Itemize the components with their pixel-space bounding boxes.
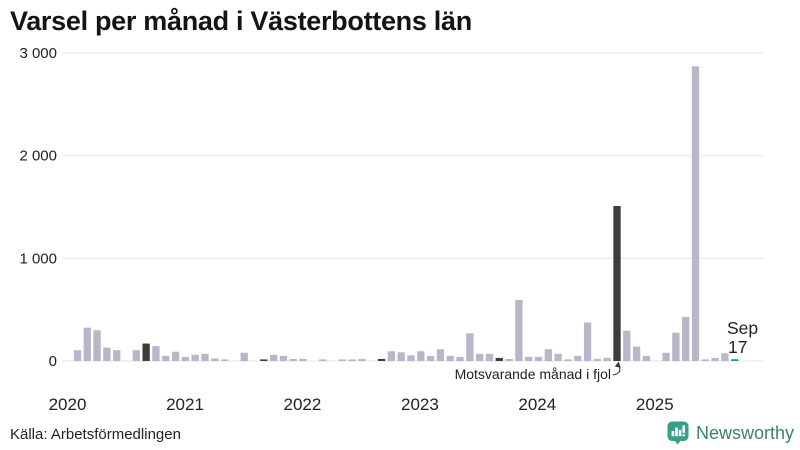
x-tick-2022: 2022 — [283, 395, 321, 414]
bar-2024-Aug — [603, 357, 611, 361]
bar-2024-Jan — [534, 356, 543, 361]
bar-2021-Jan — [181, 356, 190, 361]
x-tick-2021: 2021 — [166, 395, 204, 414]
bar-2022-Dec — [407, 355, 415, 361]
bar-2023-Dec — [525, 356, 533, 361]
bar-2023-Aug — [485, 353, 494, 361]
bar-2023-Jul — [476, 353, 484, 361]
bar-2020-Okt — [152, 346, 160, 361]
bar-2025-Jun — [701, 359, 709, 361]
bar-2021-Jul — [240, 352, 248, 361]
x-tick-2023: 2023 — [401, 395, 439, 414]
y-axis: 0 1 000 2 000 3 000 — [19, 45, 57, 370]
bar-2020-Aug — [132, 350, 140, 361]
bar-2021-Nov — [279, 355, 288, 361]
latest-month-label: Sep — [727, 318, 758, 338]
x-tick-2025: 2025 — [636, 395, 674, 414]
bar-2024-Okt — [623, 330, 631, 361]
bar-2023-Okt — [505, 358, 513, 361]
brand-name: Newsworthy — [695, 422, 794, 443]
bar-2022-Sep — [377, 358, 386, 361]
newsworthy-logo-icon — [667, 421, 689, 445]
bar-2022-Jul — [358, 358, 366, 361]
bar-2021-Maj — [220, 359, 229, 361]
y-tick-0: 0 — [49, 353, 57, 370]
bar-2024-Maj — [574, 355, 582, 361]
bar-2020-Feb — [73, 350, 82, 361]
fjol-arrowhead-icon — [614, 361, 621, 368]
latest-point-label: Sep 17 — [727, 318, 758, 357]
bar-2024-Nov — [632, 346, 641, 361]
bar-2025-Feb — [662, 352, 670, 361]
bar-2020-Jun — [113, 350, 121, 361]
bar-2023-Jun — [466, 333, 474, 361]
bar-2020-Nov — [162, 355, 170, 361]
bar-2023-Nov — [515, 299, 523, 361]
bar-2020-Sep — [142, 343, 150, 361]
bar-2025-Apr — [682, 316, 690, 361]
bar-2021-Dec — [289, 358, 297, 361]
bar-2024-Jul — [593, 358, 602, 361]
bar-2024-Apr — [564, 359, 572, 361]
x-axis: 2020 2021 2022 2023 2024 2025 — [49, 395, 674, 414]
bar-2024-Dec — [642, 355, 651, 361]
bar-2022-Maj — [338, 359, 346, 361]
bar-2021-Okt — [270, 354, 278, 361]
bar-2025-Jul — [711, 357, 719, 361]
bar-2023-Sep — [495, 357, 503, 361]
bar-2024-Mar — [554, 353, 562, 361]
bar-2021-Mar — [201, 353, 209, 361]
source-credit: Källa: Arbetsförmedlingen — [10, 426, 181, 443]
bar-2022-Okt — [387, 351, 396, 361]
y-tick-3000: 3 000 — [19, 45, 57, 62]
chart-title: Varsel per månad i Västerbottens län — [10, 6, 472, 36]
bar-2023-Apr — [446, 355, 454, 361]
latest-value-label: 17 — [728, 337, 747, 357]
bar-2021-Feb — [191, 354, 199, 361]
x-tick-2020: 2020 — [49, 395, 87, 414]
bar-2024-Sep — [613, 205, 621, 361]
bar-2022-Mar — [319, 359, 327, 361]
y-tick-1000: 1 000 — [19, 250, 57, 267]
fjol-annotation-label: Motsvarande månad i fjol — [455, 366, 611, 382]
brand-lockup: Newsworthy — [667, 421, 794, 445]
bars-group — [73, 66, 739, 361]
bar-2023-Jan — [417, 351, 425, 361]
bar-2023-Feb — [426, 355, 435, 361]
bar-2023-Mar — [436, 349, 445, 361]
bar-2022-Nov — [397, 352, 405, 361]
bar-2023-Maj — [456, 356, 464, 361]
bar-2020-Dec — [171, 351, 180, 361]
bar-2022-Jan — [299, 358, 307, 361]
y-tick-2000: 2 000 — [19, 148, 57, 165]
x-tick-2024: 2024 — [518, 395, 556, 414]
bar-2025-Mar — [672, 332, 680, 361]
bar-2021-Apr — [211, 358, 219, 361]
bar-2024-Feb — [544, 349, 552, 361]
bar-2025-Sep — [731, 359, 739, 361]
gridlines — [62, 52, 764, 362]
fjol-annotation: Motsvarande månad i fjol — [455, 361, 621, 382]
footer: Källa: Arbetsförmedlingen Newsworthy — [0, 420, 800, 450]
bar-2021-Sep — [260, 359, 268, 361]
bar-2025-Aug — [721, 353, 729, 361]
bar-2020-Maj — [103, 347, 111, 361]
bar-2020-Apr — [93, 330, 101, 361]
bar-2020-Mar — [83, 327, 91, 361]
bar-2024-Jun — [583, 322, 592, 361]
bar-2025-Maj — [691, 66, 700, 361]
bar-2022-Jun — [348, 359, 356, 361]
